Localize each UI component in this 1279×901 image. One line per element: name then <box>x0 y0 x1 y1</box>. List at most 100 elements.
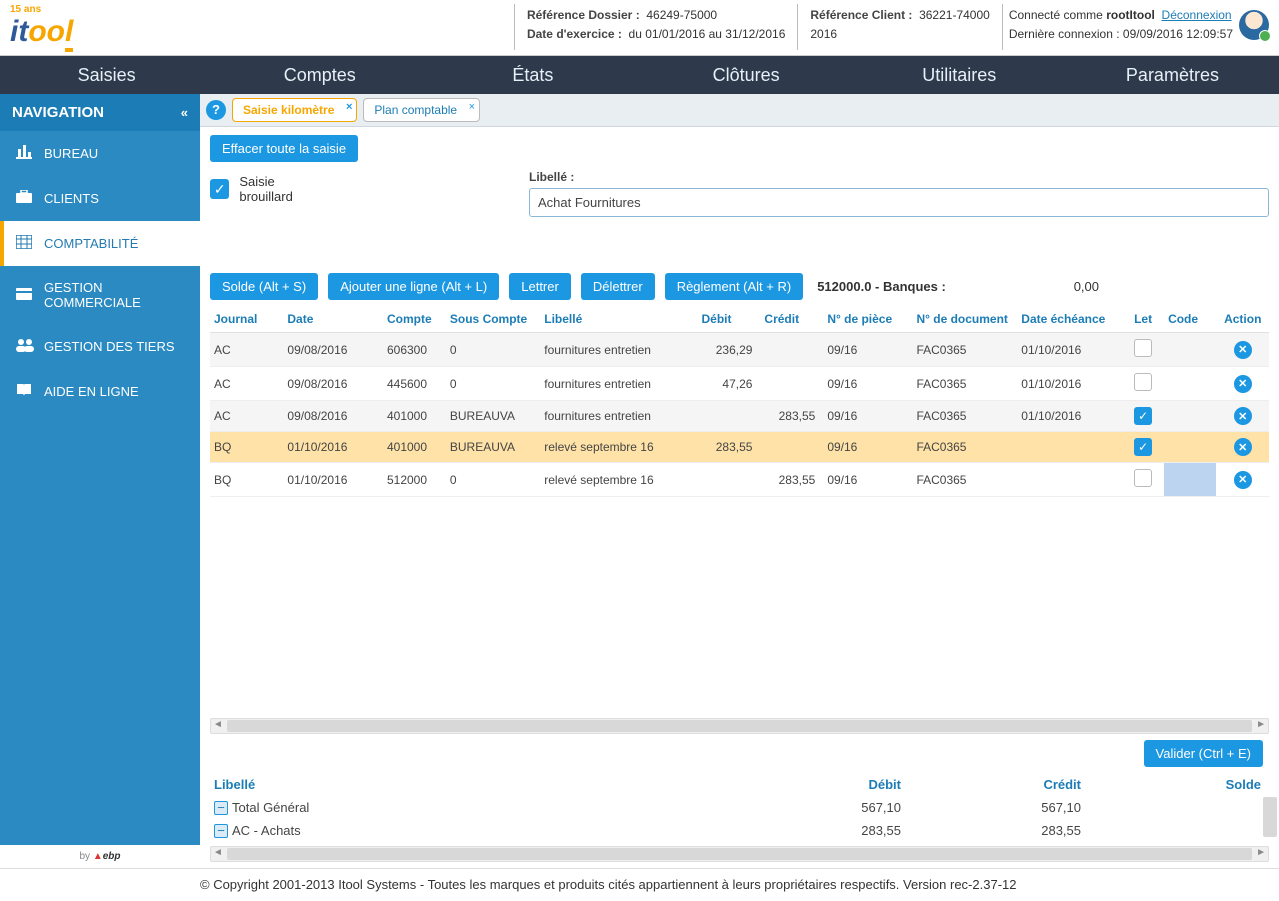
solde-button[interactable]: Solde (Alt + S) <box>210 273 318 300</box>
effacer-button[interactable]: Effacer toute la saisie <box>210 135 358 162</box>
col-code[interactable]: Code <box>1164 306 1216 333</box>
logo: 15 ans itool <box>10 4 210 49</box>
sidebar-item-label: GESTION DES TIERS <box>44 339 175 354</box>
close-tab-icon[interactable]: × <box>469 101 475 113</box>
tab-label: Plan comptable <box>374 103 457 117</box>
summary-row[interactable]: −AC - Achats283,55283,55 <box>210 819 1269 842</box>
book-icon <box>16 383 32 400</box>
sidebar-item-clients[interactable]: CLIENTS <box>0 176 200 221</box>
chart-bar-icon <box>16 145 32 162</box>
libelle-input[interactable] <box>529 188 1269 217</box>
sum-col-credit: Crédit <box>909 773 1089 796</box>
delete-row-icon[interactable]: ✕ <box>1234 341 1252 359</box>
grid-icon <box>16 235 32 252</box>
last-login-value: 09/09/2016 12:09:57 <box>1123 27 1233 41</box>
nav-header: NAVIGATION « <box>0 94 200 131</box>
sidebar-item-label: BUREAU <box>44 146 98 161</box>
col-libelle[interactable]: Libellé <box>540 306 697 333</box>
delete-row-icon[interactable]: ✕ <box>1234 375 1252 393</box>
delete-row-icon[interactable]: ✕ <box>1234 438 1252 456</box>
connected-as-prefix: Connecté comme <box>1009 8 1106 22</box>
menu-utilitaires[interactable]: Utilitaires <box>853 65 1066 86</box>
logout-link[interactable]: Déconnexion <box>1162 8 1232 22</box>
delete-row-icon[interactable]: ✕ <box>1234 407 1252 425</box>
menu-parametres[interactable]: Paramètres <box>1066 65 1279 86</box>
last-login-label: Dernière connexion : <box>1009 27 1123 41</box>
sidebar-item-comptabilite[interactable]: COMPTABILITÉ <box>0 221 200 266</box>
table-row[interactable]: BQ01/10/20165120000relevé septembre 1628… <box>210 463 1269 497</box>
let-checkbox[interactable]: ✓ <box>1134 407 1152 425</box>
tab-plan-comptable[interactable]: Plan comptable × <box>363 98 480 122</box>
footer: © Copyright 2001-2013 Itool Systems - To… <box>0 868 1279 901</box>
col-action[interactable]: Action <box>1216 306 1269 333</box>
sidebar-item-aide[interactable]: AIDE EN LIGNE <box>0 369 200 414</box>
vertical-scrollbar[interactable] <box>1263 797 1277 837</box>
sidebar-item-label: GESTION COMMERCIALE <box>44 280 184 310</box>
summary-row[interactable]: −Total Général567,10567,10 <box>210 796 1269 819</box>
valider-button[interactable]: Valider (Ctrl + E) <box>1144 740 1263 767</box>
reglement-button[interactable]: Règlement (Alt + R) <box>665 273 804 300</box>
briefcase-icon <box>16 190 32 207</box>
menu-clotures[interactable]: Clôtures <box>640 65 853 86</box>
menu-saisies[interactable]: Saisies <box>0 65 213 86</box>
sidebar-item-bureau[interactable]: BUREAU <box>0 131 200 176</box>
sidebar-item-label: CLIENTS <box>44 191 99 206</box>
table-row[interactable]: AC09/08/20166063000fournitures entretien… <box>210 333 1269 367</box>
by-ebp-badge: by ▲ebp <box>0 845 200 868</box>
tab-label: Saisie kilomètre <box>243 103 334 117</box>
account-summary-label: 512000.0 - Banques : <box>817 279 946 294</box>
let-checkbox[interactable] <box>1134 373 1152 391</box>
table-row[interactable]: BQ01/10/2016401000BUREAUVArelevé septemb… <box>210 432 1269 463</box>
delettrer-button[interactable]: Délettrer <box>581 273 655 300</box>
horizontal-scrollbar[interactable] <box>210 718 1269 734</box>
col-date[interactable]: Date <box>283 306 383 333</box>
close-tab-icon[interactable]: × <box>346 101 352 113</box>
col-journal[interactable]: Journal <box>210 306 283 333</box>
date-exercice-label: Date d'exercice : <box>527 27 622 41</box>
sidebar-item-gestion-tiers[interactable]: GESTION DES TIERS <box>0 324 200 369</box>
saisie-brouillard-checkbox[interactable]: ✓ <box>210 179 229 199</box>
avatar-icon[interactable] <box>1239 10 1269 40</box>
collapse-sidebar-icon[interactable]: « <box>181 105 188 120</box>
col-echeance[interactable]: Date échéance <box>1017 306 1122 333</box>
table-row[interactable]: AC09/08/2016401000BUREAUVAfournitures en… <box>210 401 1269 432</box>
footer-text: © Copyright 2001-2013 Itool Systems - To… <box>200 877 1016 892</box>
entries-table: Journal Date Compte Sous Compte Libellé … <box>210 306 1269 497</box>
col-credit[interactable]: Crédit <box>760 306 823 333</box>
let-checkbox[interactable] <box>1134 469 1152 487</box>
summary-table: Libellé Débit Crédit Solde −Total Généra… <box>210 773 1269 842</box>
lettrer-button[interactable]: Lettrer <box>509 273 571 300</box>
col-debit[interactable]: Débit <box>698 306 761 333</box>
let-checkbox[interactable]: ✓ <box>1134 438 1152 456</box>
col-compte[interactable]: Compte <box>383 306 446 333</box>
sidebar-item-label: AIDE EN LIGNE <box>44 384 139 399</box>
date-exercice-value: du 01/01/2016 au 31/12/2016 <box>629 27 786 41</box>
ref-client-value: 36221-74000 <box>919 8 990 22</box>
app-header: 15 ans itool Référence Dossier : 46249-7… <box>0 0 1279 56</box>
let-checkbox[interactable] <box>1134 339 1152 357</box>
libelle-label: Libellé : <box>529 170 1269 184</box>
menu-etats[interactable]: États <box>426 65 639 86</box>
sidebar-item-gestion-commerciale[interactable]: GESTION COMMERCIALE <box>0 266 200 324</box>
collapse-icon[interactable]: − <box>214 801 228 815</box>
collapse-icon[interactable]: − <box>214 824 228 838</box>
header-info: Référence Dossier : 46249-75000 Date d'e… <box>514 4 1239 50</box>
tab-saisie-kilometre[interactable]: Saisie kilomètre × <box>232 98 357 122</box>
sidebar: NAVIGATION « BUREAU CLIENTS COMPTABILITÉ… <box>0 94 200 868</box>
col-souscompte[interactable]: Sous Compte <box>446 306 540 333</box>
col-piece[interactable]: N° de pièce <box>823 306 912 333</box>
col-let[interactable]: Let <box>1122 306 1164 333</box>
account-summary-value: 0,00 <box>1074 279 1099 294</box>
tabs-bar: ? Saisie kilomètre × Plan comptable × <box>200 94 1279 127</box>
table-row[interactable]: AC09/08/20164456000fournitures entretien… <box>210 367 1269 401</box>
nav-title: NAVIGATION <box>12 104 104 121</box>
help-icon[interactable]: ? <box>206 100 226 120</box>
delete-row-icon[interactable]: ✕ <box>1234 471 1252 489</box>
menu-comptes[interactable]: Comptes <box>213 65 426 86</box>
horizontal-scrollbar-summary[interactable] <box>210 846 1269 862</box>
ajouter-ligne-button[interactable]: Ajouter une ligne (Alt + L) <box>328 273 499 300</box>
col-document[interactable]: N° de document <box>912 306 1017 333</box>
sum-col-debit: Débit <box>729 773 909 796</box>
card-icon <box>16 287 32 303</box>
ref-dossier-value: 46249-75000 <box>646 8 717 22</box>
